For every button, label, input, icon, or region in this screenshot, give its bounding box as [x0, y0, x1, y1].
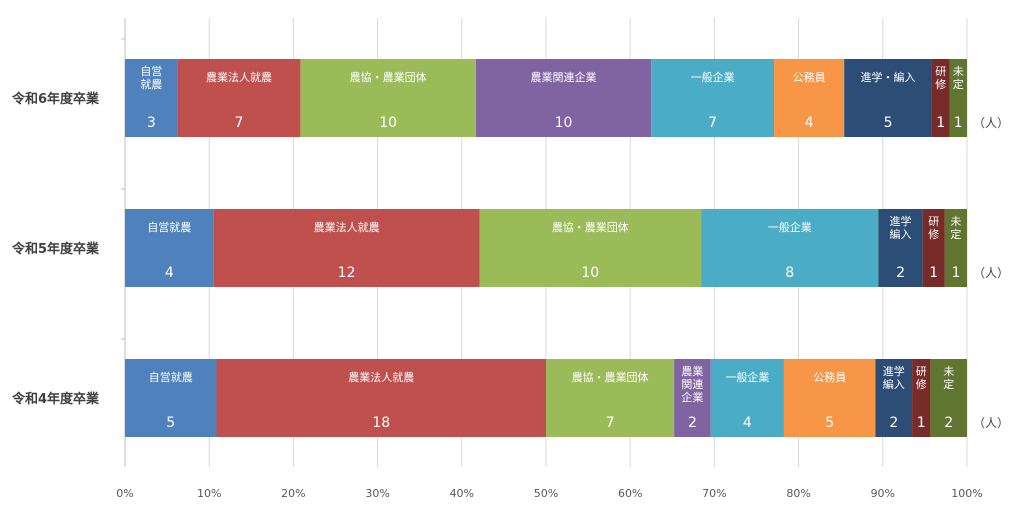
x-tick-label: 100% [951, 487, 982, 500]
segment-value: 2 [688, 415, 697, 431]
segment-label: 未定 [943, 365, 954, 391]
bar-segment [944, 209, 967, 287]
segment-label: 農業法人就農 [314, 220, 380, 234]
segment-label: 農協・農業団体 [552, 220, 629, 234]
x-tick-label: 70% [702, 487, 726, 500]
segment-label: 進学編入 [883, 364, 905, 391]
row-label: 令和6年度卒業 [12, 91, 100, 107]
bar-segment [674, 359, 711, 437]
bar-segment [844, 59, 932, 137]
segment-value: 3 [147, 115, 156, 131]
segment-label: 農協・農業団体 [350, 70, 427, 84]
bar-segment [546, 359, 675, 437]
segment-label: 農業法人就農 [206, 70, 272, 84]
row-label: 令和5年度卒業 [12, 241, 100, 257]
segment-label: 自営就農 [147, 220, 191, 234]
bar-segment [783, 359, 876, 437]
segment-label: 農業関連企業 [531, 70, 597, 84]
segment-value: 10 [555, 115, 573, 131]
bar-segment [875, 359, 913, 437]
segment-value: 2 [944, 415, 953, 431]
bar-segment [479, 209, 702, 287]
segment-label: 進学編入 [890, 214, 912, 241]
segment-value: 1 [917, 415, 926, 431]
bar-segment [177, 59, 301, 137]
segment-value: 18 [372, 415, 390, 431]
segment-value: 4 [805, 115, 814, 131]
segment-value: 1 [929, 265, 938, 281]
bar-row: 令和4年度卒業 自営就農 5 農業法人就農 18 農協・農業団体 7 農業関連企業 2 一般企業 4… [12, 359, 1009, 437]
segment-value: 8 [785, 265, 794, 281]
bar-segment [912, 359, 931, 437]
segment-label: 農業法人就農 [348, 370, 414, 384]
x-tick-label: 0% [116, 487, 133, 500]
segment-label: 一般企業 [725, 370, 769, 384]
x-tick-label: 90% [871, 487, 895, 500]
row-label: 令和4年度卒業 [12, 391, 100, 407]
x-tick-label: 80% [786, 487, 810, 500]
segment-value: 2 [896, 265, 905, 281]
unit-label: （人） [973, 116, 1009, 130]
bar-rows: 令和6年度卒業自営就農3農業法人就農7農協・農業団体10農業関連企業10一般企業… [12, 59, 1009, 437]
bar-segment [300, 59, 476, 137]
segment-label: 公務員 [813, 370, 846, 384]
bar-segment [922, 209, 945, 287]
bar-segment [949, 59, 967, 137]
x-axis-ticks: 0% 10% 20% 30% 40% 50% 60% 70% 80% 90% 100% [116, 487, 982, 500]
segment-value: 4 [165, 265, 174, 281]
x-tick-label: 30% [365, 487, 389, 500]
bar-row: 令和6年度卒業 自営就農 3 農業法人就農 7 農協・農業団体 10 農業関連企業 10 一般企業… [12, 59, 1009, 137]
x-tick-label: 10% [197, 487, 221, 500]
segment-value: 10 [379, 115, 397, 131]
segment-label: 未定 [953, 65, 964, 91]
segment-label: 農業関連企業 [681, 364, 703, 404]
unit-label: （人） [973, 266, 1009, 280]
bar-segment [125, 59, 178, 137]
bar-segment [216, 359, 547, 437]
segment-value: 1 [951, 265, 960, 281]
segment-label: 一般企業 [691, 70, 735, 84]
bar-row: 令和5年度卒業 自営就農 4 農業法人就農 12 農協・農業団体 10 一般企業 8 進学編入 2 研… [12, 209, 1009, 287]
segment-value: 7 [708, 115, 717, 131]
segment-value: 5 [884, 115, 893, 131]
bar-segment [774, 59, 845, 137]
segment-label: 自営就農 [149, 370, 193, 384]
segment-value: 2 [889, 415, 898, 431]
bar-segment [710, 359, 784, 437]
bar-segment [651, 59, 775, 137]
x-tick-label: 20% [281, 487, 305, 500]
segment-label: 進学・編入 [861, 70, 916, 84]
x-tick-label: 50% [534, 487, 558, 500]
unit-label: （人） [973, 416, 1009, 430]
bar-segment [475, 59, 652, 137]
segment-label: 自営就農 [140, 64, 162, 91]
segment-value: 5 [825, 415, 834, 431]
segment-value: 10 [581, 265, 599, 281]
segment-value: 1 [954, 115, 963, 131]
segment-value: 5 [166, 415, 175, 431]
x-tick-label: 60% [618, 487, 642, 500]
bar-segment [125, 359, 217, 437]
segment-label: 研修 [916, 365, 927, 391]
segment-value: 7 [235, 115, 244, 131]
bar-segment [878, 209, 923, 287]
segment-label: 研修 [935, 65, 946, 91]
segment-label: 未定 [950, 215, 961, 241]
bar-segment [931, 59, 950, 137]
bar-segment [125, 209, 214, 287]
segment-label: 農協・農業団体 [572, 370, 649, 384]
bar-segment [213, 209, 480, 287]
bar-segment [930, 359, 967, 437]
segment-value: 1 [936, 115, 945, 131]
segment-label: 研修 [928, 215, 939, 241]
segment-value: 12 [338, 265, 356, 281]
segment-label: 公務員 [793, 70, 826, 84]
segment-value: 7 [606, 415, 615, 431]
bar-segment [701, 209, 879, 287]
segment-value: 4 [743, 415, 752, 431]
segment-label: 一般企業 [768, 220, 812, 234]
x-tick-label: 40% [450, 487, 474, 500]
